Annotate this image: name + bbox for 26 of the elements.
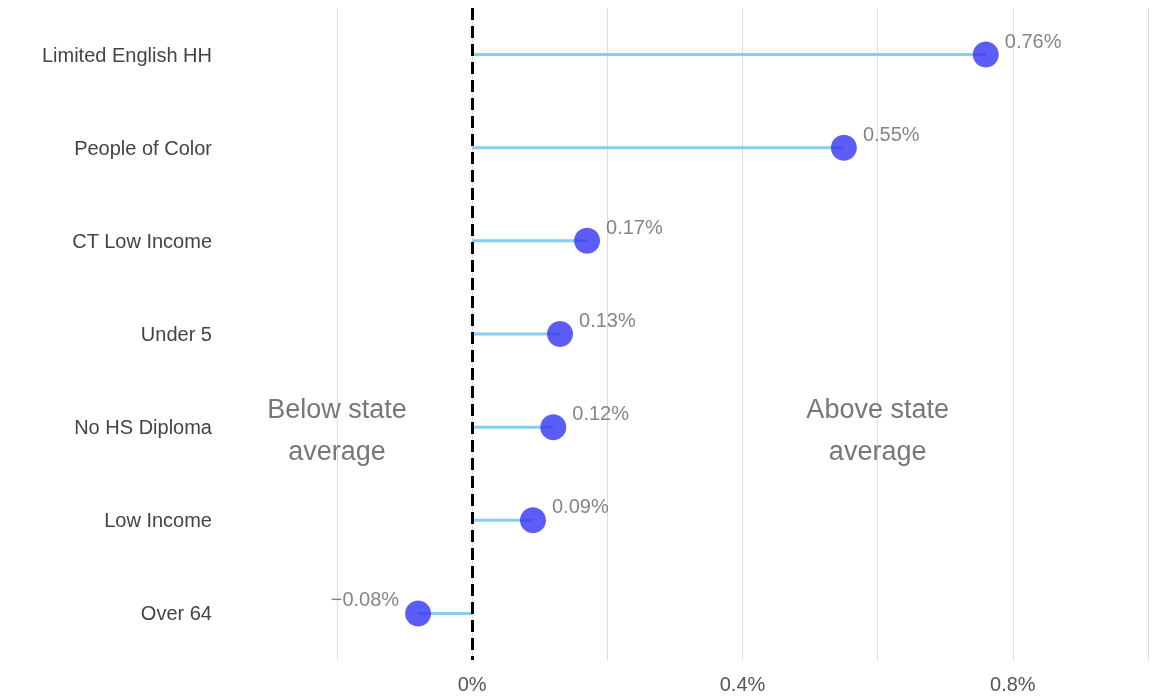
- data-label: 0.17%: [606, 215, 663, 238]
- data-label: 0.09%: [551, 495, 609, 518]
- x-tick-label: 0.4%: [719, 673, 766, 695]
- y-tick-label: No HS Diploma: [74, 416, 213, 439]
- data-label: 0.13%: [579, 309, 636, 331]
- point: [574, 227, 601, 254]
- point: [830, 134, 857, 161]
- y-tick-label: CT Low Income: [72, 229, 212, 252]
- x-tick-label: 0.8%: [990, 673, 1036, 695]
- y-tick-label: Low Income: [104, 509, 212, 532]
- data-label: −0.08%: [330, 588, 400, 611]
- point: [972, 41, 999, 68]
- point: [540, 414, 567, 441]
- data-label: 0.12%: [572, 402, 630, 425]
- point: [547, 321, 574, 347]
- annotation: Above state average: [806, 394, 949, 466]
- y-tick-label: Limited English HH: [41, 43, 212, 66]
- data-label: 0.76%: [1004, 29, 1062, 52]
- point: [520, 507, 546, 534]
- x-tick-label: 0%: [457, 673, 487, 695]
- point: [405, 600, 432, 627]
- data-label: 0.55%: [862, 122, 920, 145]
- y-tick-label: Over 64: [140, 602, 212, 625]
- annotation: Below state average: [267, 394, 407, 466]
- y-tick-label: People of Color: [74, 136, 213, 159]
- y-tick-label: Under 5: [140, 323, 212, 345]
